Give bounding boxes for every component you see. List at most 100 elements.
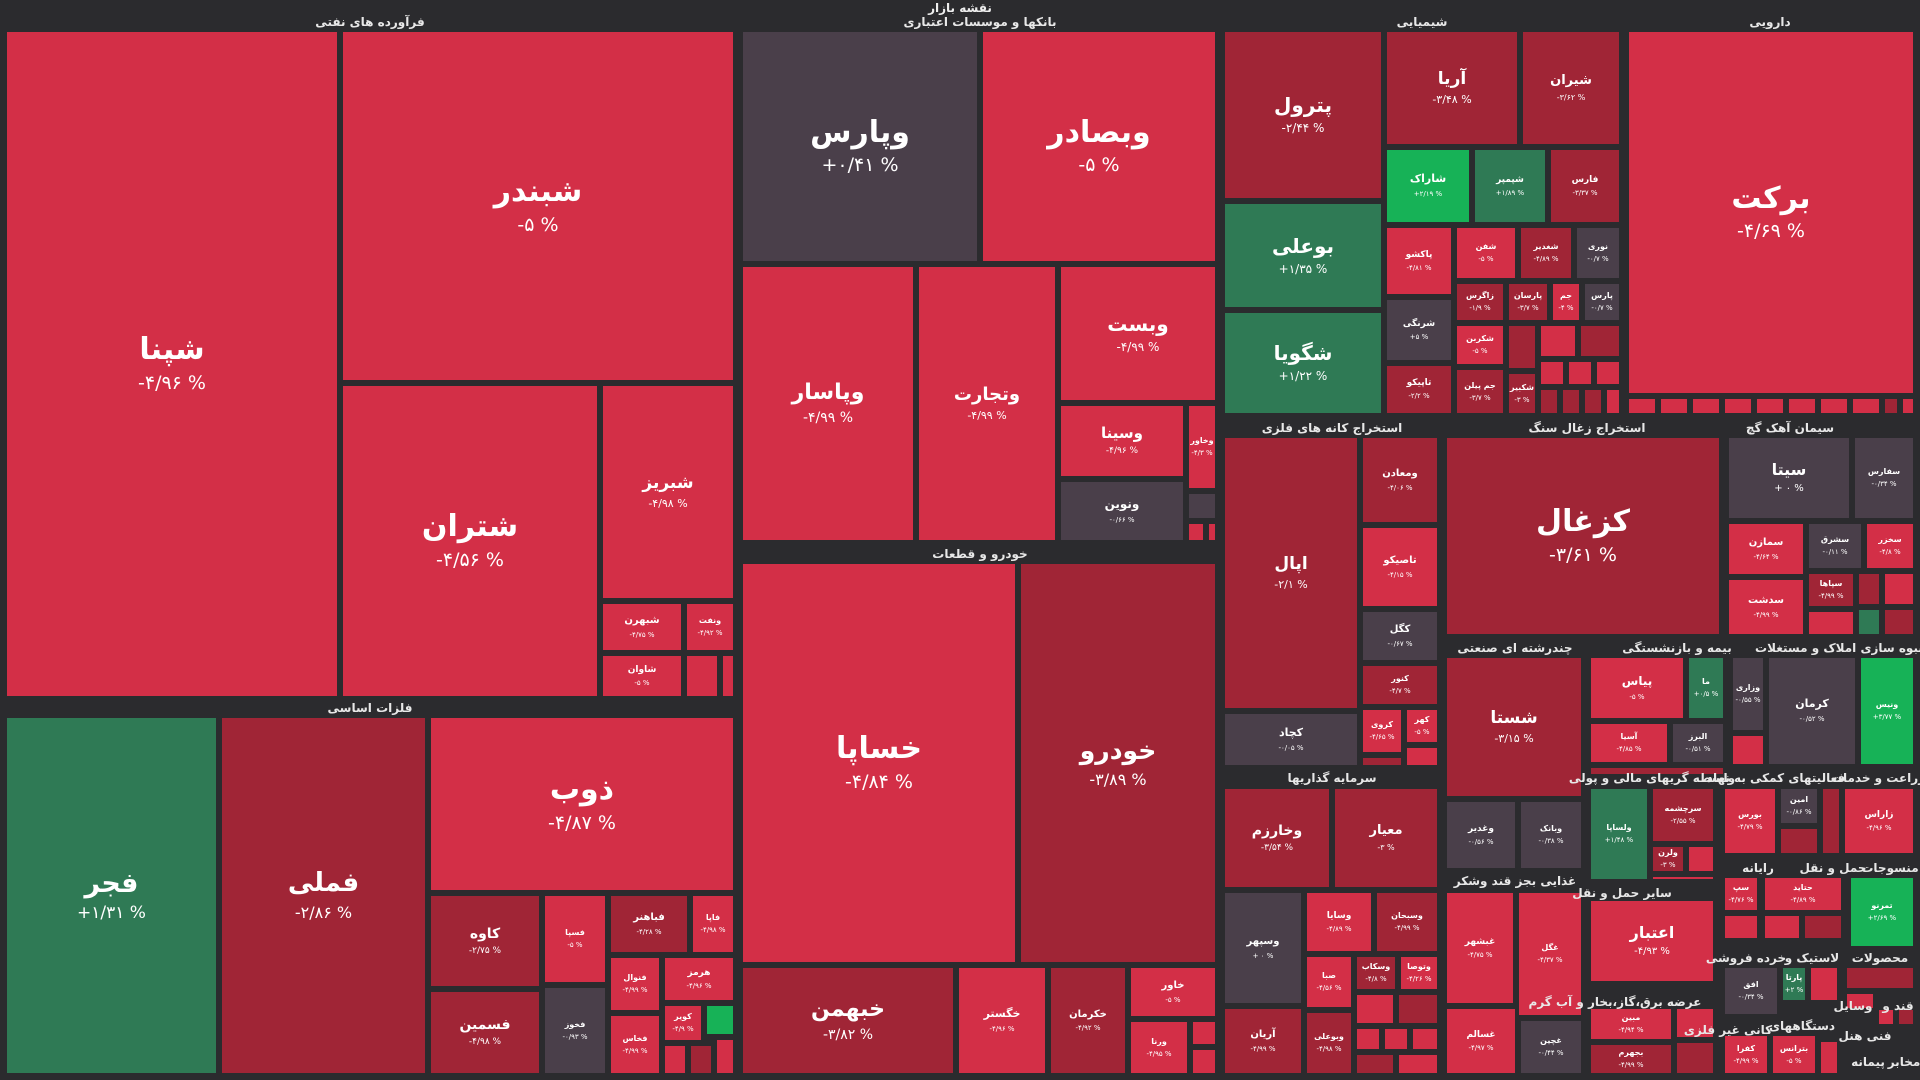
treemap-tile[interactable]: کفرا -۴/۹۹ % <box>1723 1034 1769 1075</box>
treemap-tile[interactable] <box>1507 324 1537 370</box>
treemap-tile[interactable]: وخارزم -۳/۵۴ % <box>1223 787 1331 889</box>
treemap-tile[interactable]: آریان -۴/۹۹ % <box>1223 1007 1303 1075</box>
treemap-tile[interactable]: سمازن -۴/۶۴ % <box>1727 522 1805 576</box>
treemap-tile[interactable]: بوعلی +۱/۳۵ % <box>1223 202 1383 309</box>
treemap-tile[interactable]: اپال -۲/۱ % <box>1223 436 1359 710</box>
treemap-tile[interactable]: شپنا -۴/۹۶ % <box>5 30 339 698</box>
treemap-tile[interactable]: وپارس +۰/۴۱ % <box>741 30 979 263</box>
treemap-tile[interactable]: ومعادن -۴/۰۶ % <box>1361 436 1439 524</box>
treemap-tile[interactable]: زاگرس -۱/۹ % <box>1455 282 1505 322</box>
treemap-tile[interactable]: ما +۰/۵ % <box>1687 656 1725 720</box>
treemap-tile[interactable] <box>1809 966 1839 1002</box>
treemap-tile[interactable]: ونفت -۴/۹۲ % <box>685 602 735 652</box>
treemap-tile[interactable]: فنوال -۴/۹۹ % <box>609 956 661 1012</box>
treemap-tile[interactable]: خکرمان -۴/۹۲ % <box>1049 966 1127 1075</box>
treemap-tile[interactable]: فجر +۱/۳۱ % <box>5 716 218 1075</box>
treemap-tile[interactable]: وسایا -۴/۸۹ % <box>1305 891 1373 953</box>
treemap-tile[interactable] <box>1405 746 1439 767</box>
treemap-tile[interactable]: وخاور -۴/۳ % <box>1187 404 1217 490</box>
treemap-tile[interactable]: سپاها -۴/۹۹ % <box>1807 572 1855 608</box>
treemap-tile[interactable] <box>1857 608 1881 636</box>
treemap-tile[interactable]: فخاس -۴/۹۹ % <box>609 1014 661 1075</box>
treemap-tile[interactable] <box>1595 360 1621 386</box>
treemap-tile[interactable] <box>1361 756 1403 767</box>
treemap-tile[interactable]: ورنا -۴/۹۵ % <box>1129 1020 1189 1075</box>
treemap-tile[interactable] <box>1755 397 1785 415</box>
treemap-tile[interactable]: فخوز -۰/۹۳ % <box>543 986 607 1075</box>
treemap-tile[interactable]: وپاسار -۴/۹۹ % <box>741 265 915 542</box>
treemap-tile[interactable] <box>1355 1027 1381 1051</box>
treemap-tile[interactable] <box>1605 388 1621 415</box>
treemap-tile[interactable]: کنور -۴/۷ % <box>1361 664 1439 706</box>
treemap-tile[interactable] <box>1191 1020 1217 1046</box>
treemap-tile[interactable] <box>1675 1041 1715 1075</box>
treemap-tile[interactable]: خگستر -۴/۹۶ % <box>957 966 1047 1075</box>
treemap-tile[interactable]: خاور -۵ % <box>1129 966 1217 1018</box>
treemap-tile[interactable]: وغدیر -۰/۵۶ % <box>1445 800 1517 870</box>
treemap-tile[interactable] <box>1579 324 1621 358</box>
treemap-tile[interactable]: غبشهر -۴/۷۵ % <box>1445 891 1515 1005</box>
treemap-tile[interactable]: شبریز -۴/۹۸ % <box>601 384 735 600</box>
treemap-tile[interactable] <box>1897 1008 1915 1026</box>
treemap-tile[interactable]: سشرق -۰/۱۱ % <box>1807 522 1863 570</box>
treemap-tile[interactable] <box>1207 522 1217 542</box>
treemap-tile[interactable] <box>705 1004 735 1036</box>
treemap-tile[interactable]: جم -۴ % <box>1551 282 1581 322</box>
treemap-tile[interactable]: ولرن -۳ % <box>1651 845 1685 873</box>
treemap-tile[interactable] <box>1687 845 1715 873</box>
treemap-tile[interactable] <box>1763 914 1801 940</box>
treemap-tile[interactable] <box>1397 993 1439 1025</box>
treemap-tile[interactable]: غچین -۰/۴۴ % <box>1519 1019 1583 1075</box>
treemap-tile[interactable]: بورس -۴/۷۹ % <box>1723 787 1777 855</box>
treemap-tile[interactable]: شرنگی +۵ % <box>1385 298 1453 362</box>
treemap-tile[interactable] <box>1539 360 1565 386</box>
treemap-tile[interactable]: خودرو -۳/۸۹ % <box>1019 562 1217 964</box>
treemap-tile[interactable]: کاوه -۲/۷۵ % <box>429 894 541 988</box>
treemap-tile[interactable] <box>689 1044 713 1075</box>
treemap-tile[interactable]: شکبیر -۳ % <box>1507 372 1537 415</box>
treemap-tile[interactable]: امین -۰/۸۶ % <box>1779 787 1819 825</box>
treemap-tile[interactable]: معیار -۳ % <box>1333 787 1439 889</box>
treemap-tile[interactable] <box>1539 388 1559 415</box>
treemap-tile[interactable] <box>1583 388 1603 415</box>
treemap-tile[interactable]: فاپا -۴/۹۸ % <box>691 894 735 954</box>
treemap-tile[interactable] <box>1691 397 1721 415</box>
treemap-tile[interactable] <box>1883 608 1915 636</box>
treemap-tile[interactable] <box>1779 827 1819 855</box>
treemap-tile[interactable] <box>685 654 719 698</box>
treemap-tile[interactable]: وسبحان -۴/۹۹ % <box>1375 891 1439 953</box>
treemap-tile[interactable]: افق -۰/۳۴ % <box>1723 966 1779 1016</box>
treemap-tile[interactable]: بترانس -۵ % <box>1771 1034 1817 1075</box>
treemap-tile[interactable]: شاراک +۲/۱۹ % <box>1385 148 1471 224</box>
treemap-tile[interactable] <box>1845 992 1875 1010</box>
treemap-tile[interactable] <box>1901 397 1915 415</box>
treemap-tile[interactable]: سدشت -۴/۹۹ % <box>1727 578 1805 636</box>
treemap-tile[interactable]: سفارس -۰/۳۴ % <box>1853 436 1915 520</box>
treemap-tile[interactable]: کروی -۴/۶۵ % <box>1361 708 1403 754</box>
treemap-tile[interactable]: وتوصا -۴/۲۶ % <box>1399 955 1439 991</box>
treemap-tile[interactable]: ونوین -۰/۶۶ % <box>1059 480 1185 542</box>
treemap-tile[interactable]: خبهمن -۳/۸۲ % <box>741 966 955 1075</box>
treemap-tile[interactable]: تاصیکو -۴/۱۵ % <box>1361 526 1439 608</box>
treemap-tile[interactable]: کرمان -۰/۵۲ % <box>1767 656 1857 766</box>
treemap-tile[interactable] <box>1821 787 1841 855</box>
treemap-tile[interactable]: کهر -۵ % <box>1405 708 1439 744</box>
treemap-tile[interactable] <box>1355 1053 1395 1075</box>
treemap-tile[interactable]: شبندر -۵ % <box>341 30 735 382</box>
treemap-tile[interactable] <box>1539 324 1577 358</box>
treemap-tile[interactable]: بجهرم -۴/۹۹ % <box>1589 1043 1673 1075</box>
treemap-tile[interactable]: ذوب -۴/۸۷ % <box>429 716 735 892</box>
treemap-tile[interactable] <box>1803 914 1843 940</box>
treemap-tile[interactable] <box>1819 397 1849 415</box>
treemap-tile[interactable] <box>1819 1040 1839 1075</box>
treemap-tile[interactable] <box>1651 875 1715 881</box>
treemap-tile[interactable]: حتاید -۴/۸۹ % <box>1763 876 1843 912</box>
treemap-tile[interactable]: شپمپر +۱/۸۹ % <box>1473 148 1547 224</box>
treemap-tile[interactable]: مبین -۴/۹۴ % <box>1589 1007 1673 1041</box>
treemap-tile[interactable] <box>1851 397 1881 415</box>
treemap-tile[interactable]: پترول -۲/۴۴ % <box>1223 30 1383 200</box>
treemap-tile[interactable] <box>721 654 735 698</box>
treemap-tile[interactable]: آریا -۳/۴۸ % <box>1385 30 1519 146</box>
treemap-tile[interactable] <box>1723 914 1759 940</box>
treemap-tile[interactable]: کزغال -۳/۶۱ % <box>1445 436 1721 636</box>
